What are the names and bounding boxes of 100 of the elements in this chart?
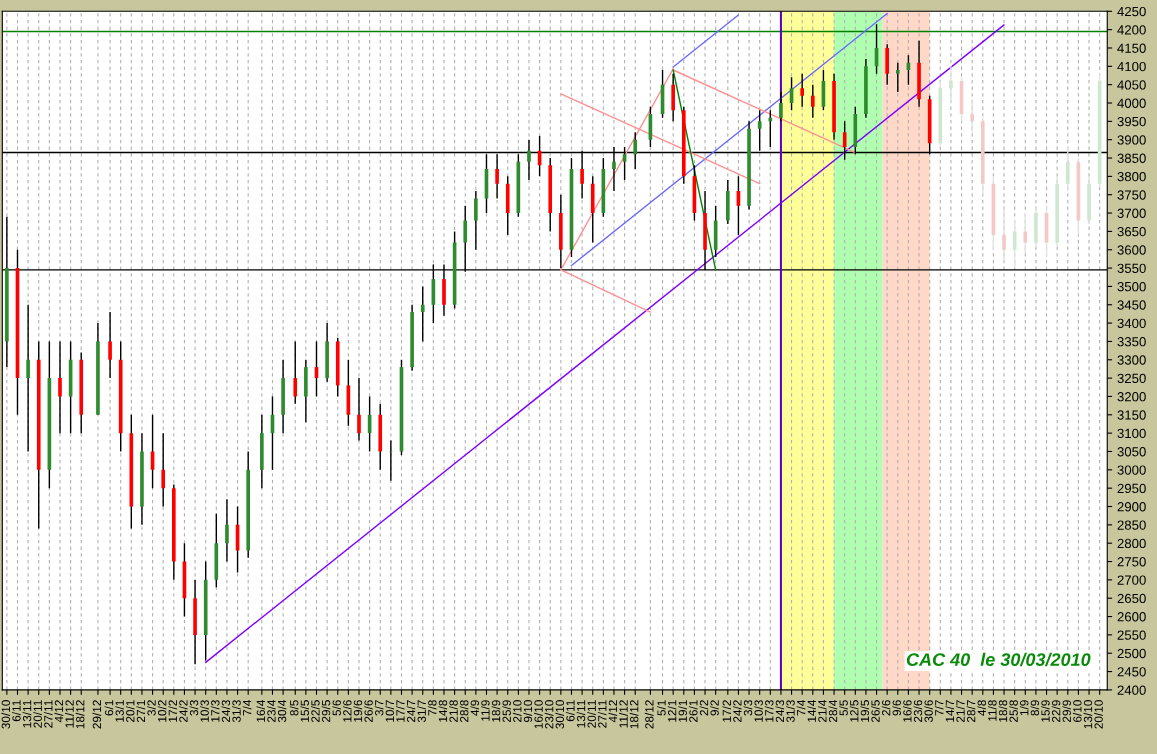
y-tick-label: 4100 bbox=[1117, 61, 1146, 72]
x-tick-label: 11/8 bbox=[987, 700, 997, 721]
x-tick-label: 30/4 bbox=[277, 699, 287, 723]
x-tick-label: 4/8 bbox=[977, 700, 986, 716]
y-tick-label: 3800 bbox=[1117, 171, 1146, 182]
x-tick-label: 6/10 bbox=[1072, 700, 1082, 723]
x-tick-label: 14/7 bbox=[945, 700, 955, 722]
x-tick-label: 27/11 bbox=[597, 700, 607, 728]
x-tick-label: 11/9 bbox=[480, 700, 490, 721]
x-tick-label: 29/9 bbox=[1062, 700, 1071, 723]
x-tick-label: 11/12 bbox=[65, 700, 74, 728]
x-tick-label: 17/3 bbox=[210, 700, 220, 722]
x-tick-label: 8/5 bbox=[289, 700, 299, 716]
x-tick-label: 9/6 bbox=[892, 700, 901, 716]
y-tick-label: 2700 bbox=[1117, 575, 1146, 585]
x-tick-label: 27/11 bbox=[43, 700, 53, 728]
x-tick-label: 12/1 bbox=[667, 700, 677, 722]
x-tick-label: 31/3 bbox=[232, 700, 241, 723]
x-tick-label: 23/4 bbox=[266, 699, 276, 723]
x-tick-label: 30/10 bbox=[1, 700, 11, 729]
x-tick-label: 17/7 bbox=[395, 700, 405, 722]
x-tick-label: 30/6 bbox=[924, 700, 933, 723]
x-tick-label: 2/10 bbox=[512, 700, 522, 723]
x-tick-label: 17/2 bbox=[168, 700, 177, 722]
x-tick-label: 6/11 bbox=[565, 700, 575, 722]
x-tick-label: 10/2 bbox=[157, 700, 167, 722]
x-tick-label: 4/12 bbox=[54, 700, 64, 723]
x-tick-label: 7/4 bbox=[242, 699, 252, 716]
x-tick-label: 5/6 bbox=[332, 700, 341, 716]
x-tick-label: 19/5 bbox=[860, 700, 870, 722]
y-tick-label: 2600 bbox=[1117, 612, 1146, 622]
x-tick-label: 25/8 bbox=[1009, 700, 1018, 723]
y-tick-label: 3150 bbox=[1117, 410, 1146, 420]
x-tick-label: 19/1 bbox=[678, 700, 687, 722]
x-tick-label: 7/8 bbox=[427, 700, 437, 716]
x-tick-label: 6/1 bbox=[104, 700, 114, 716]
x-tick-label: 18/12 bbox=[75, 700, 85, 729]
x-tick-label: 26/1 bbox=[688, 700, 698, 723]
x-tick-label: 27/1 bbox=[136, 700, 146, 723]
x-tick-label: 10/3 bbox=[200, 700, 209, 722]
x-tick-label: 1/9 bbox=[1019, 700, 1029, 716]
y-tick-label: 3450 bbox=[1117, 300, 1146, 310]
y-tick-label: 2400 bbox=[1117, 685, 1146, 695]
x-tick-label: 22/5 bbox=[310, 700, 320, 723]
y-tick-label: 3200 bbox=[1117, 392, 1146, 402]
x-tick-label: 10/7 bbox=[385, 700, 395, 722]
y-tick-label: 2800 bbox=[1117, 538, 1146, 549]
x-tick-label: 21/7 bbox=[956, 700, 965, 723]
x-tick-label: 28/7 bbox=[966, 700, 976, 723]
y-tick-label: 3950 bbox=[1117, 116, 1146, 127]
x-tick-label: 23/6 bbox=[913, 700, 923, 723]
x-tick-label: 16/4 bbox=[256, 699, 266, 722]
x-tick-label: 23/10 bbox=[544, 700, 554, 729]
x-tick-label: 16/6 bbox=[902, 700, 912, 722]
annotation: CAC 40 le 30/03/2010 bbox=[906, 652, 1091, 667]
x-tick-label: 17/3 bbox=[764, 700, 774, 722]
x-tick-label: 14/8 bbox=[438, 700, 448, 722]
y-tick-label: 3600 bbox=[1117, 245, 1146, 255]
x-tick-label: 24/3 bbox=[221, 700, 231, 723]
x-tick-label: 28/8 bbox=[459, 700, 469, 723]
x-tick-label: 6/11 bbox=[11, 700, 21, 722]
x-tick-label: 5/5 bbox=[839, 700, 848, 716]
x-tick-label: 31/3 bbox=[786, 700, 795, 723]
y-tick-label: 4050 bbox=[1117, 80, 1146, 90]
x-tick-label: 26/6 bbox=[364, 700, 373, 723]
y-tick-label: 3050 bbox=[1117, 447, 1146, 457]
y-tick-label: 2950 bbox=[1117, 483, 1146, 494]
x-tick-label: 11/12 bbox=[619, 700, 628, 728]
x-tick-label: 17/2 bbox=[722, 700, 731, 722]
y-tick-label: 4150 bbox=[1117, 43, 1146, 53]
y-tick-label: 4000 bbox=[1117, 98, 1146, 108]
y-tick-label: 2900 bbox=[1117, 502, 1146, 512]
x-tick-label: 26/5 bbox=[871, 700, 880, 723]
x-tick-label: 29/12 bbox=[92, 700, 102, 729]
x-tick-label: 3/3 bbox=[743, 700, 753, 716]
x-tick-label: 24/3 bbox=[775, 700, 785, 723]
x-tick-label: 9/10 bbox=[523, 700, 533, 723]
x-tick-label: 15/9 bbox=[1041, 700, 1050, 722]
y-tick-label: 3300 bbox=[1117, 355, 1146, 365]
x-tick-label: 22/9 bbox=[1051, 700, 1061, 723]
x-tick-label: 16/10 bbox=[534, 700, 543, 729]
x-tick-label: 13/10 bbox=[1083, 700, 1093, 729]
y-tick-label: 3250 bbox=[1117, 373, 1146, 384]
x-tick-label: 28/4 bbox=[828, 699, 838, 723]
x-tick-label: 20/1 bbox=[125, 700, 135, 723]
x-tick-label: 21/4 bbox=[817, 699, 827, 723]
x-tick-label: 19/6 bbox=[353, 700, 363, 722]
y-tick-label: 2550 bbox=[1117, 630, 1146, 640]
y-tick-label: 3550 bbox=[1117, 263, 1146, 273]
x-tick-label: 24/7 bbox=[406, 700, 416, 723]
x-tick-label: 18/8 bbox=[998, 700, 1008, 722]
x-tick-label: 7/4 bbox=[796, 699, 806, 716]
x-tick-label: 9/2 bbox=[710, 700, 719, 716]
x-tick-label: 20/10 bbox=[1094, 700, 1103, 729]
x-tick-label: 3/3 bbox=[189, 700, 199, 716]
x-tick-label: 2/6 bbox=[881, 700, 891, 716]
y-tick-label: 3750 bbox=[1117, 190, 1146, 200]
x-tick-label: 13/11 bbox=[576, 700, 586, 728]
x-tick-label: 8/9 bbox=[1030, 700, 1040, 716]
x-tick-label: 20/11 bbox=[33, 700, 42, 728]
